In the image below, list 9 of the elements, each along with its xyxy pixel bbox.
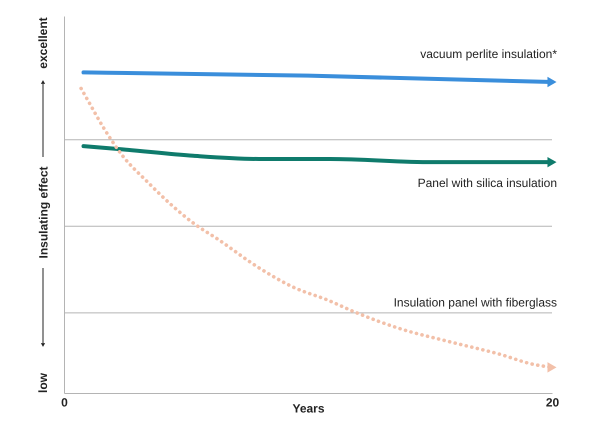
x-axis-title: Years [292, 402, 325, 416]
text: low [36, 372, 50, 393]
x-tick-label: 0 [61, 396, 68, 410]
y-axis-title: Insulating effect [36, 166, 50, 259]
series-label: Insulation panel with fiberglass [394, 295, 557, 310]
series-label: Panel with silica insulation [418, 176, 557, 190]
series-label: vacuum perlite insulation* [420, 47, 558, 62]
x-tick-label: 20 [546, 396, 560, 410]
text: excellent [36, 17, 50, 69]
